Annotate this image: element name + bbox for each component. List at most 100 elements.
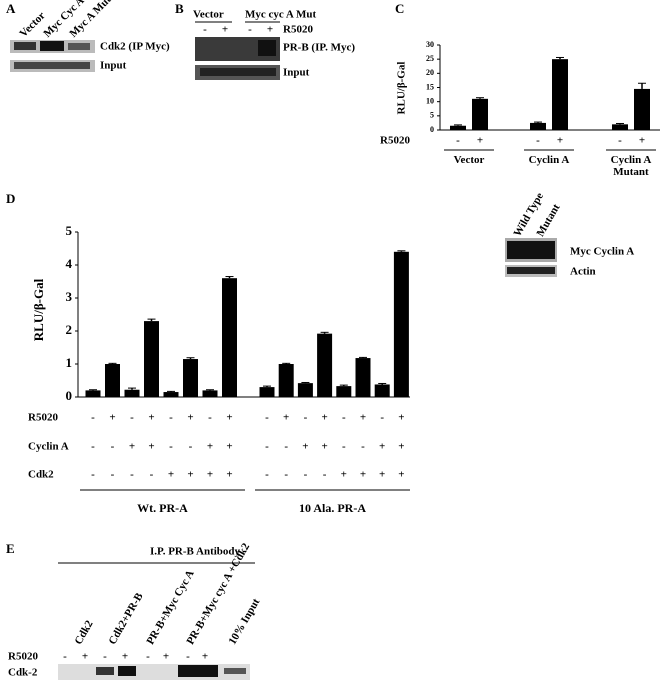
condition-sign: -: [536, 135, 540, 147]
band: [40, 41, 64, 51]
bar: [222, 278, 237, 397]
group-label: Vector: [454, 154, 485, 166]
lane-label: Cdk2+PR-B: [106, 590, 146, 646]
y-tick-label: 2: [66, 322, 73, 337]
label: +: [163, 651, 169, 663]
condition-sign: -: [169, 441, 173, 453]
condition-sign: -: [91, 469, 95, 481]
y-tick-label: 5: [66, 223, 73, 238]
condition-sign: +: [109, 412, 115, 424]
y-tick-label: 4: [66, 256, 73, 271]
bar: [355, 358, 371, 397]
label: -: [63, 651, 67, 663]
group-label: Cyclin A Mutant: [611, 154, 652, 178]
bar: [297, 383, 313, 397]
bar: [183, 359, 198, 397]
band: [96, 667, 114, 675]
condition-sign: +: [207, 469, 213, 481]
condition-sign: -: [169, 412, 173, 424]
label: -: [146, 651, 150, 663]
bar: [530, 122, 546, 130]
band: [68, 43, 90, 50]
bar: [634, 88, 650, 130]
y-tick-label: 3: [66, 289, 73, 304]
condition-sign: -: [130, 469, 134, 481]
label: R5020: [8, 651, 38, 663]
label: B: [175, 1, 184, 16]
condition-sign: +: [226, 441, 232, 453]
condition-sign: +: [639, 135, 645, 147]
label: -: [248, 24, 252, 36]
condition-sign: -: [323, 469, 327, 481]
label: E: [6, 541, 15, 556]
label: A: [6, 1, 16, 16]
condition-sign: +: [302, 441, 308, 453]
group-text: Cyclin A: [528, 154, 570, 166]
label: I.P. PR-B Antibody: [150, 546, 241, 558]
y-tick-label: 25: [426, 54, 434, 63]
condition-sign: +: [341, 469, 347, 481]
label: +: [267, 24, 273, 36]
condition-sign: +: [321, 412, 327, 424]
condition-sign: +: [557, 135, 563, 147]
group-label: 10 Ala. PR-A: [299, 501, 366, 515]
group-text: 10 Ala. PR-A: [299, 501, 366, 515]
y-tick-label: 0: [66, 388, 73, 403]
condition-sign: +: [226, 469, 232, 481]
y-tick-label: 15: [426, 82, 434, 91]
condition-sign: +: [477, 135, 483, 147]
bar: [374, 384, 390, 397]
bar: [336, 386, 352, 397]
condition-sign: -: [265, 412, 269, 424]
condition-sign: +: [187, 469, 193, 481]
condition-label: Cyclin A: [28, 441, 69, 453]
label: -: [203, 24, 207, 36]
bar: [472, 98, 488, 130]
y-tick-label: 10: [426, 96, 434, 105]
condition-sign: -: [380, 412, 384, 424]
label: D: [6, 191, 15, 206]
label: +: [222, 24, 228, 36]
condition-sign: -: [342, 441, 346, 453]
lane-label: Cdk2: [72, 618, 95, 647]
y-axis-label: RLU/β-Gal: [396, 62, 408, 115]
condition-sign: -: [265, 441, 269, 453]
bar: [393, 251, 409, 397]
bar: [144, 321, 159, 397]
condition-sign: -: [304, 469, 308, 481]
label: Cdk-2: [8, 667, 38, 679]
condition-sign: +: [398, 469, 404, 481]
group-label: Wt. PR-A: [137, 501, 188, 515]
condition-sign: +: [398, 441, 404, 453]
bar: [124, 389, 140, 397]
lane-label: 10% Input: [226, 596, 262, 646]
label: Cdk2 (IP Myc): [100, 41, 170, 53]
condition-sign: -: [304, 412, 308, 424]
label: Input: [100, 60, 127, 72]
condition-sign: +: [187, 412, 193, 424]
bar: [259, 387, 275, 397]
group-label: Cyclin A: [528, 154, 570, 166]
condition-sign: -: [342, 412, 346, 424]
bar: [202, 390, 218, 397]
condition-sign: +: [379, 469, 385, 481]
condition-sign: -: [208, 412, 212, 424]
label: +: [82, 651, 88, 663]
y-axis-label: RLU/β-Gal: [31, 278, 46, 341]
band: [118, 666, 136, 676]
group-text: Wt. PR-A: [137, 501, 188, 515]
condition-sign: +: [379, 441, 385, 453]
condition-sign: -: [111, 469, 115, 481]
condition-sign: -: [456, 135, 460, 147]
condition-sign: -: [618, 135, 622, 147]
condition-sign: +: [283, 412, 289, 424]
bar: [278, 364, 294, 397]
label: -: [103, 651, 107, 663]
condition-sign: -: [150, 469, 154, 481]
bar: [612, 124, 628, 130]
bar: [163, 392, 179, 397]
y-tick-label: 5: [430, 111, 434, 120]
condition-sign: -: [265, 469, 269, 481]
condition-sign: +: [321, 441, 327, 453]
